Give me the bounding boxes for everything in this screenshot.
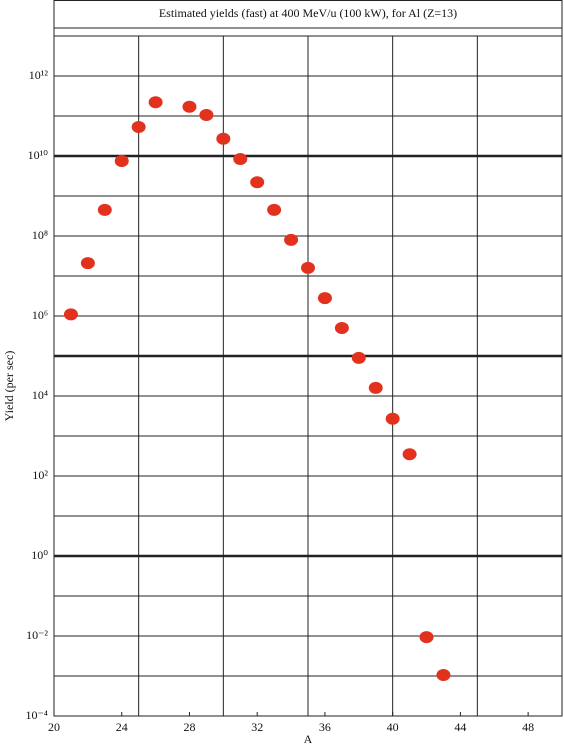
x-tick-label: 32 [251, 720, 263, 734]
y-tick-label: 10¹⁰ [28, 148, 49, 162]
point [351, 351, 366, 364]
point [250, 176, 265, 189]
point [233, 153, 248, 166]
point [131, 121, 146, 134]
x-tick-label: 24 [116, 720, 128, 734]
y-axis-label: Yield (per sec) [2, 351, 16, 422]
point [148, 96, 163, 109]
point [402, 448, 417, 461]
y-tick-label: 10¹² [29, 68, 49, 82]
point [419, 631, 434, 644]
x-tick-label: 48 [522, 720, 534, 734]
point [199, 108, 214, 121]
point [301, 261, 315, 274]
y-tick-label: 10⁻² [26, 628, 48, 642]
point [63, 308, 78, 321]
point [385, 412, 400, 425]
y-tick-label: 10⁸ [32, 228, 48, 242]
x-tick-label: 36 [319, 720, 331, 734]
y-tick-label: 10⁴ [32, 388, 48, 402]
point [267, 203, 282, 216]
point [334, 322, 349, 335]
chart-title: Estimated yields (fast) at 400 MeV/u (10… [159, 6, 457, 20]
point [182, 100, 197, 113]
y-tick-label: 10² [32, 468, 48, 482]
point [80, 257, 95, 270]
x-axis-label: A [304, 732, 313, 746]
point [97, 203, 112, 216]
x-tick-label: 28 [183, 720, 195, 734]
point [436, 668, 451, 681]
point [114, 154, 129, 167]
y-tick-label: 10⁻⁴ [25, 708, 48, 722]
x-tick-label: 20 [48, 720, 60, 734]
point [368, 381, 383, 394]
x-tick-label: 40 [387, 720, 399, 734]
point [317, 292, 332, 305]
y-tick-label: 10⁰ [31, 548, 48, 562]
point [284, 233, 299, 246]
point [216, 132, 231, 145]
y-tick-label: 10⁶ [32, 308, 48, 322]
x-tick-label: 44 [454, 720, 466, 734]
